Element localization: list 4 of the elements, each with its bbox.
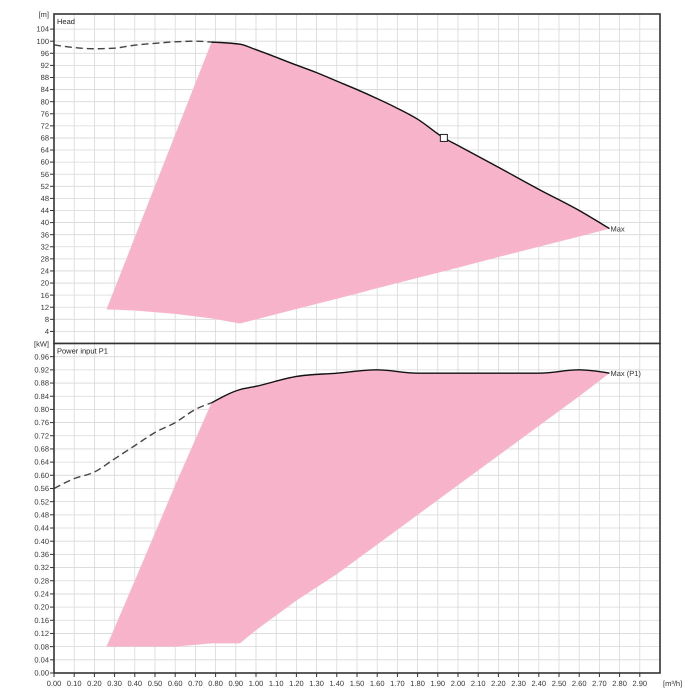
line-series: [53, 40, 212, 50]
line-series: [210, 369, 610, 404]
line-series: [210, 41, 610, 230]
line-series: [53, 402, 212, 490]
